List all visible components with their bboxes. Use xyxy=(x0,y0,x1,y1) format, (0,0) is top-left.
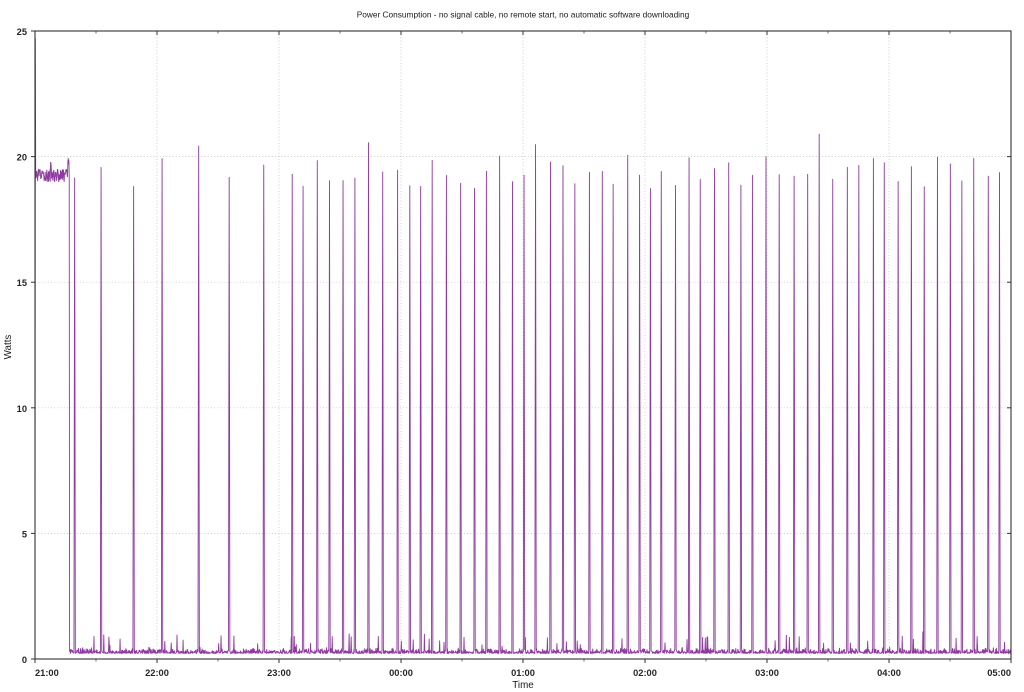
svg-text:05:00: 05:00 xyxy=(987,668,1011,678)
svg-text:22:00: 22:00 xyxy=(145,668,169,678)
svg-text:04:00: 04:00 xyxy=(877,668,901,678)
svg-text:10: 10 xyxy=(17,404,27,414)
svg-text:00:00: 00:00 xyxy=(389,668,413,678)
svg-text:02:00: 02:00 xyxy=(633,668,657,678)
svg-text:03:00: 03:00 xyxy=(755,668,779,678)
svg-text:Power Consumption - no signal: Power Consumption - no signal cable, no … xyxy=(357,10,690,20)
svg-text:01:00: 01:00 xyxy=(511,668,535,678)
svg-text:25: 25 xyxy=(17,27,27,37)
svg-text:15: 15 xyxy=(17,278,27,288)
svg-text:Watts: Watts xyxy=(3,335,14,360)
svg-text:23:00: 23:00 xyxy=(267,668,291,678)
svg-text:Time: Time xyxy=(512,680,534,691)
svg-text:0: 0 xyxy=(22,655,27,665)
svg-text:5: 5 xyxy=(22,529,27,539)
svg-text:20: 20 xyxy=(17,153,27,163)
svg-text:21:00: 21:00 xyxy=(35,668,59,678)
